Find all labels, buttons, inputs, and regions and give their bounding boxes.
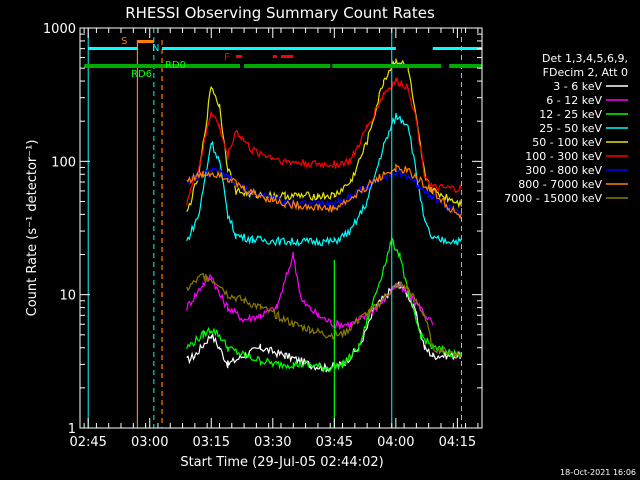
green-status-bar — [449, 64, 482, 68]
axis-layer: 1 10 100 1000 02:45 03:00 03:15 03:30 03:45 04:00… — [43, 22, 482, 450]
legend-entry: 12 - 25 keV — [539, 108, 602, 121]
x-axis-label: Start Time (29-Jul-05 02:44:02) — [180, 455, 383, 470]
red-status-bar — [281, 55, 294, 58]
cyan-status-bar — [432, 47, 482, 50]
x-tick-label: 03:45 — [316, 435, 353, 450]
x-tick-label: 03:00 — [131, 435, 168, 450]
y-tick-label: 1000 — [43, 22, 76, 37]
y-tick-label: 1 — [68, 422, 76, 437]
series-line — [186, 236, 462, 373]
x-tick-label: 04:00 — [377, 435, 414, 450]
series-line — [186, 281, 463, 373]
footer-date: 18-Oct-2021 16:06 — [560, 468, 636, 477]
legend-entry: 300 - 800 keV — [525, 164, 602, 177]
annotation-s: S — [121, 36, 127, 47]
legend-entry: 3 - 6 keV — [553, 80, 602, 93]
legend-header: FDecim 2, Att 0 — [543, 66, 628, 79]
cyan-status-bar — [88, 47, 138, 50]
annotation-rd0: RD0 — [165, 60, 186, 71]
chart-title: RHESSI Observing Summary Count Rates — [125, 4, 435, 22]
legend-entry: 25 - 50 keV — [539, 122, 602, 135]
legend-entry: 800 - 7000 keV — [518, 178, 602, 191]
legend-entry: 50 - 100 keV — [532, 136, 602, 149]
legend-entry: 7000 - 15000 keV — [504, 192, 602, 205]
red-status-bar — [235, 55, 243, 58]
y-tick-label: 100 — [51, 155, 76, 170]
series-line — [186, 167, 463, 219]
x-tick-label: 03:30 — [254, 435, 291, 450]
series-line — [186, 112, 463, 247]
legend-entry: 6 - 12 keV — [546, 94, 602, 107]
series-layer — [186, 58, 463, 373]
green-status-bar — [84, 64, 240, 68]
series-line — [186, 163, 463, 220]
green-status-bar — [332, 64, 441, 68]
series-line — [186, 272, 462, 360]
legend-header: Det 1,3,4,5,6,9, — [542, 52, 628, 65]
series-line — [186, 77, 463, 206]
annotation-f: F — [224, 52, 230, 63]
x-tick-label: 02:45 — [69, 435, 106, 450]
x-tick-label: 04:15 — [439, 435, 476, 450]
orange-status-bar — [137, 40, 154, 43]
red-status-bar — [272, 55, 277, 58]
marker-layer: S N F RD0 RD6 — [84, 28, 482, 428]
legend: Det 1,3,4,5,6,9,FDecim 2, Att 03 - 6 keV… — [504, 52, 628, 205]
annotation-n: N — [152, 43, 159, 54]
x-tick-label: 03:15 — [193, 435, 230, 450]
y-tick-label: 10 — [59, 289, 76, 304]
cyan-status-bar — [162, 47, 392, 50]
y-axis-label: Count Rate (s⁻¹ detector⁻¹) — [25, 140, 40, 317]
legend-entry: 100 - 300 keV — [525, 150, 602, 163]
annotation-rd6: RD6 — [131, 69, 152, 80]
cyan-status-bar — [391, 47, 396, 50]
green-status-bar — [244, 64, 331, 68]
